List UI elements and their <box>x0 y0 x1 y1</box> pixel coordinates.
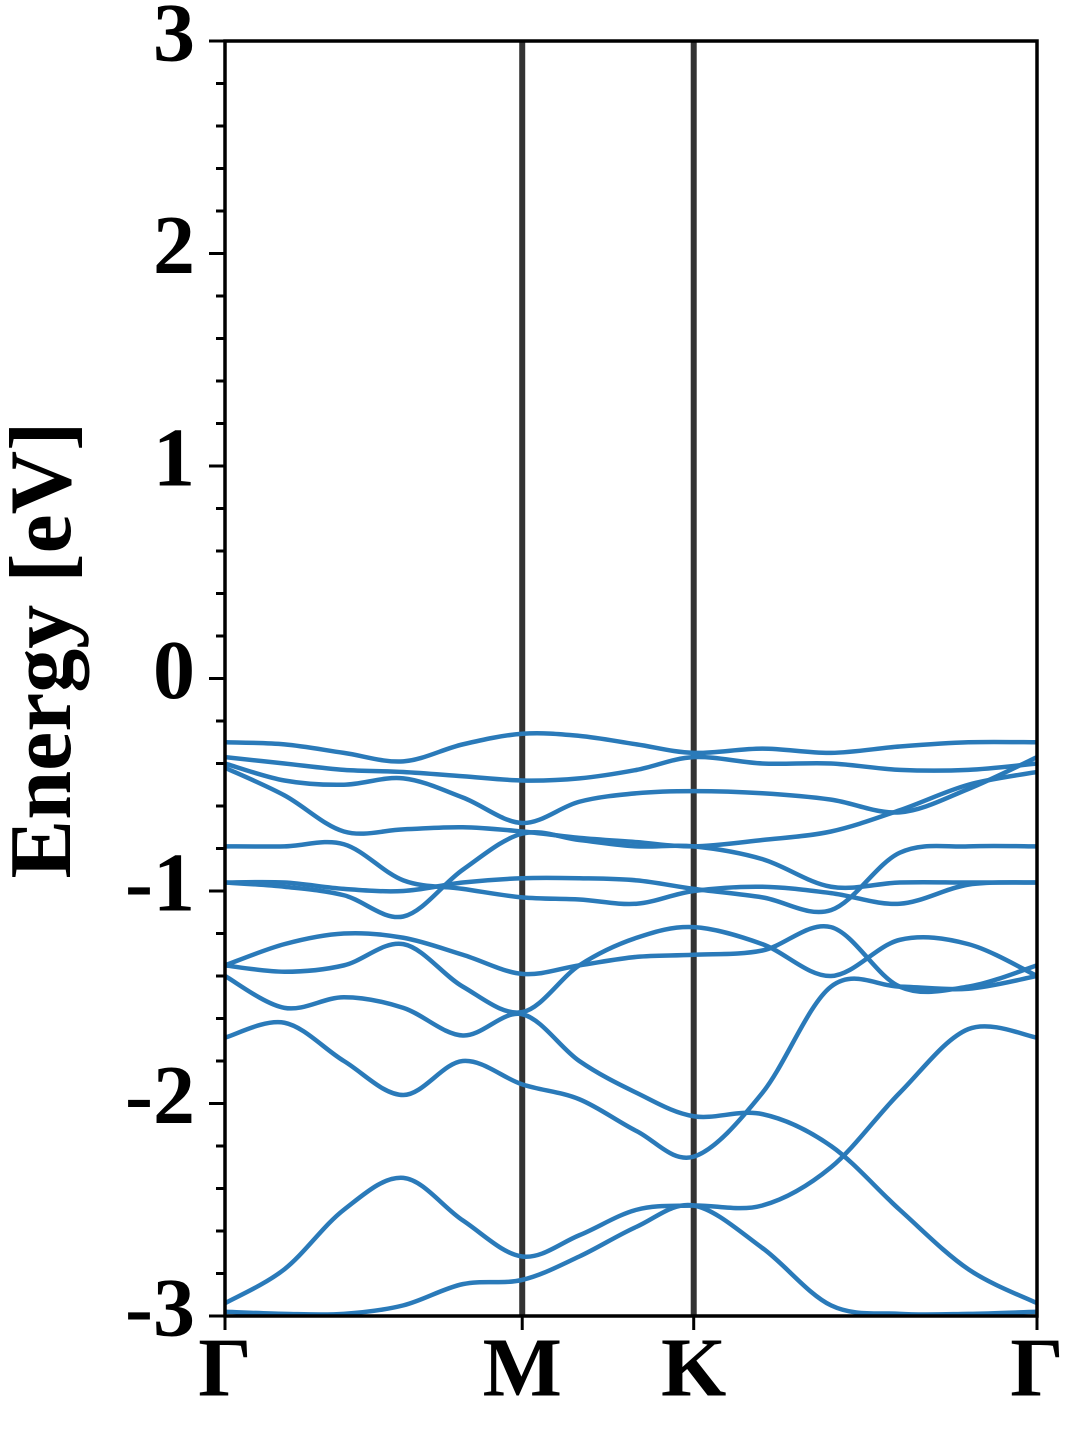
plot-frame <box>223 39 1039 1318</box>
x-tick-label: K <box>661 1321 726 1414</box>
y-tick-label: -3 <box>125 1261 195 1354</box>
band-line <box>225 754 1037 783</box>
bands <box>225 730 1037 1316</box>
y-tick-label: -1 <box>125 836 195 929</box>
y-tick-label: 0 <box>153 624 195 717</box>
band-line <box>225 973 1037 1160</box>
band-line <box>225 755 1037 826</box>
band-line <box>225 765 1037 849</box>
x-tick-label: Γ <box>198 1321 251 1414</box>
x-tick-label: Γ <box>1010 1321 1063 1414</box>
y-tick-label: 3 <box>153 0 195 79</box>
y-tick-label: 2 <box>153 199 195 292</box>
band-line <box>225 730 1037 764</box>
band-line <box>225 1024 1037 1306</box>
y-axis-label: Energy [eV] <box>0 422 90 879</box>
y-tick-label: 1 <box>153 411 195 504</box>
band-line <box>225 843 1037 915</box>
band-line <box>225 1202 1037 1316</box>
band-line <box>225 829 1037 920</box>
band-line <box>225 974 1037 1306</box>
band-line <box>225 924 1037 1015</box>
band-line <box>225 839 1037 907</box>
y-tick-label: -2 <box>125 1049 195 1142</box>
x-tick-label: M <box>483 1321 562 1414</box>
